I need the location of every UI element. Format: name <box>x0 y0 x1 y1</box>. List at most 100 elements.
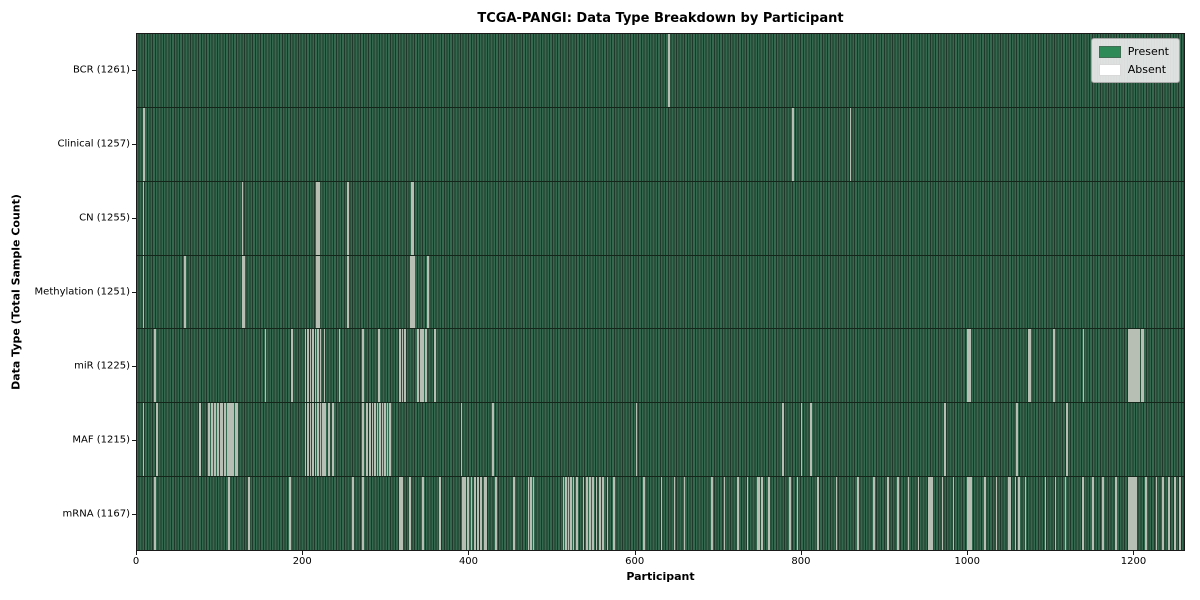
y-tick-label-clinical: Clinical (1257) <box>57 138 131 150</box>
plot-area: Present Absent <box>136 33 1185 551</box>
absent-mark <box>154 329 157 403</box>
absent-mark <box>1101 477 1104 551</box>
absent-mark <box>399 329 401 403</box>
absent-mark <box>369 403 371 477</box>
absent-mark <box>473 477 476 551</box>
absent-mark <box>969 329 971 403</box>
absent-mark <box>217 403 220 477</box>
absent-mark <box>389 403 391 477</box>
absent-mark <box>966 477 969 551</box>
absent-mark <box>470 477 473 551</box>
absent-mark <box>606 477 609 551</box>
absent-mark <box>378 329 381 403</box>
absent-mark <box>1082 329 1085 403</box>
absent-mark <box>1136 329 1139 403</box>
absent-mark <box>1162 477 1165 551</box>
absent-mark <box>565 477 567 551</box>
absent-mark <box>483 477 486 551</box>
absent-mark <box>371 403 374 477</box>
x-tick-mark <box>302 551 304 555</box>
absent-mark <box>562 477 565 551</box>
absent-mark <box>243 255 245 329</box>
absent-mark <box>1179 477 1181 551</box>
x-tick-label-200: 200 <box>292 556 312 567</box>
y-tick-label-bcr: BCR (1261) <box>72 64 130 76</box>
row-bcr <box>137 34 1184 108</box>
absent-mark <box>460 403 463 477</box>
absent-mark <box>758 477 761 551</box>
absent-mark <box>1145 477 1147 551</box>
absent-mark <box>1054 477 1057 551</box>
absent-mark <box>746 477 749 551</box>
absent-mark <box>736 477 739 551</box>
x-tick-mark <box>967 551 969 555</box>
y-tick-mark <box>132 70 136 71</box>
absent-mark <box>1138 329 1141 403</box>
absent-mark <box>527 477 530 551</box>
absent-mark <box>399 477 401 551</box>
absent-mark <box>929 477 931 551</box>
absent-mark <box>1140 329 1143 403</box>
absent-mark <box>361 403 364 477</box>
absent-mark <box>264 329 267 403</box>
absent-mark <box>317 403 319 477</box>
absent-mark <box>219 403 222 477</box>
absent-mark <box>582 477 585 551</box>
absent-mark <box>723 477 726 551</box>
absent-mark <box>480 477 483 551</box>
absent-mark <box>317 255 320 329</box>
absent-mark <box>849 107 852 181</box>
absent-mark <box>570 477 572 551</box>
absent-mark <box>1128 477 1131 551</box>
absent-mark <box>232 403 235 477</box>
y-tick-label-mir: miR (1225) <box>74 360 130 372</box>
absent-mark <box>401 329 404 403</box>
absent-mark <box>317 181 320 255</box>
absent-mark <box>1052 329 1055 403</box>
absent-mark <box>809 403 812 477</box>
absent-mark <box>413 255 415 329</box>
absent-mark <box>789 477 791 551</box>
absent-mark <box>589 477 591 551</box>
absent-mark <box>1130 329 1132 403</box>
absent-mark <box>316 181 318 255</box>
legend: Present Absent <box>1090 38 1180 83</box>
absent-mark <box>1155 477 1158 551</box>
absent-mark <box>184 255 186 329</box>
absent-mark <box>969 477 972 551</box>
absent-mark <box>1131 329 1134 403</box>
x-tick-mark <box>800 551 802 555</box>
x-tick-mark <box>634 551 636 555</box>
legend-label: Present <box>1127 45 1169 58</box>
absent-mark <box>411 255 414 329</box>
absent-mark <box>221 403 224 477</box>
absent-mark <box>438 477 441 551</box>
absent-mark <box>896 477 899 551</box>
absent-mark <box>613 477 615 551</box>
x-tick-mark <box>136 551 137 555</box>
absent-mark <box>143 107 146 181</box>
absent-mark <box>322 403 324 477</box>
absent-mark <box>984 477 986 551</box>
row-clinical <box>137 107 1184 182</box>
absent-mark <box>1029 329 1032 403</box>
x-tick-label-800: 800 <box>791 556 811 567</box>
absent-mark <box>365 403 368 477</box>
x-axis-label: Participant <box>626 570 695 583</box>
absent-mark <box>667 34 670 107</box>
absent-mark <box>886 477 889 551</box>
absent-mark <box>575 477 578 551</box>
row-maf <box>137 403 1184 478</box>
absent-mark <box>1115 477 1117 551</box>
y-tick-label-cn: CN (1255) <box>79 212 130 224</box>
absent-mark <box>711 477 713 551</box>
absent-mark <box>307 403 309 477</box>
absent-mark <box>327 403 330 477</box>
absent-mark <box>660 477 663 551</box>
absent-mark <box>417 329 420 403</box>
absent-mark <box>927 477 930 551</box>
absent-mark <box>1018 477 1020 551</box>
absent-mark <box>386 403 389 477</box>
y-tick-mark <box>132 514 136 515</box>
absent-mark <box>248 477 250 551</box>
